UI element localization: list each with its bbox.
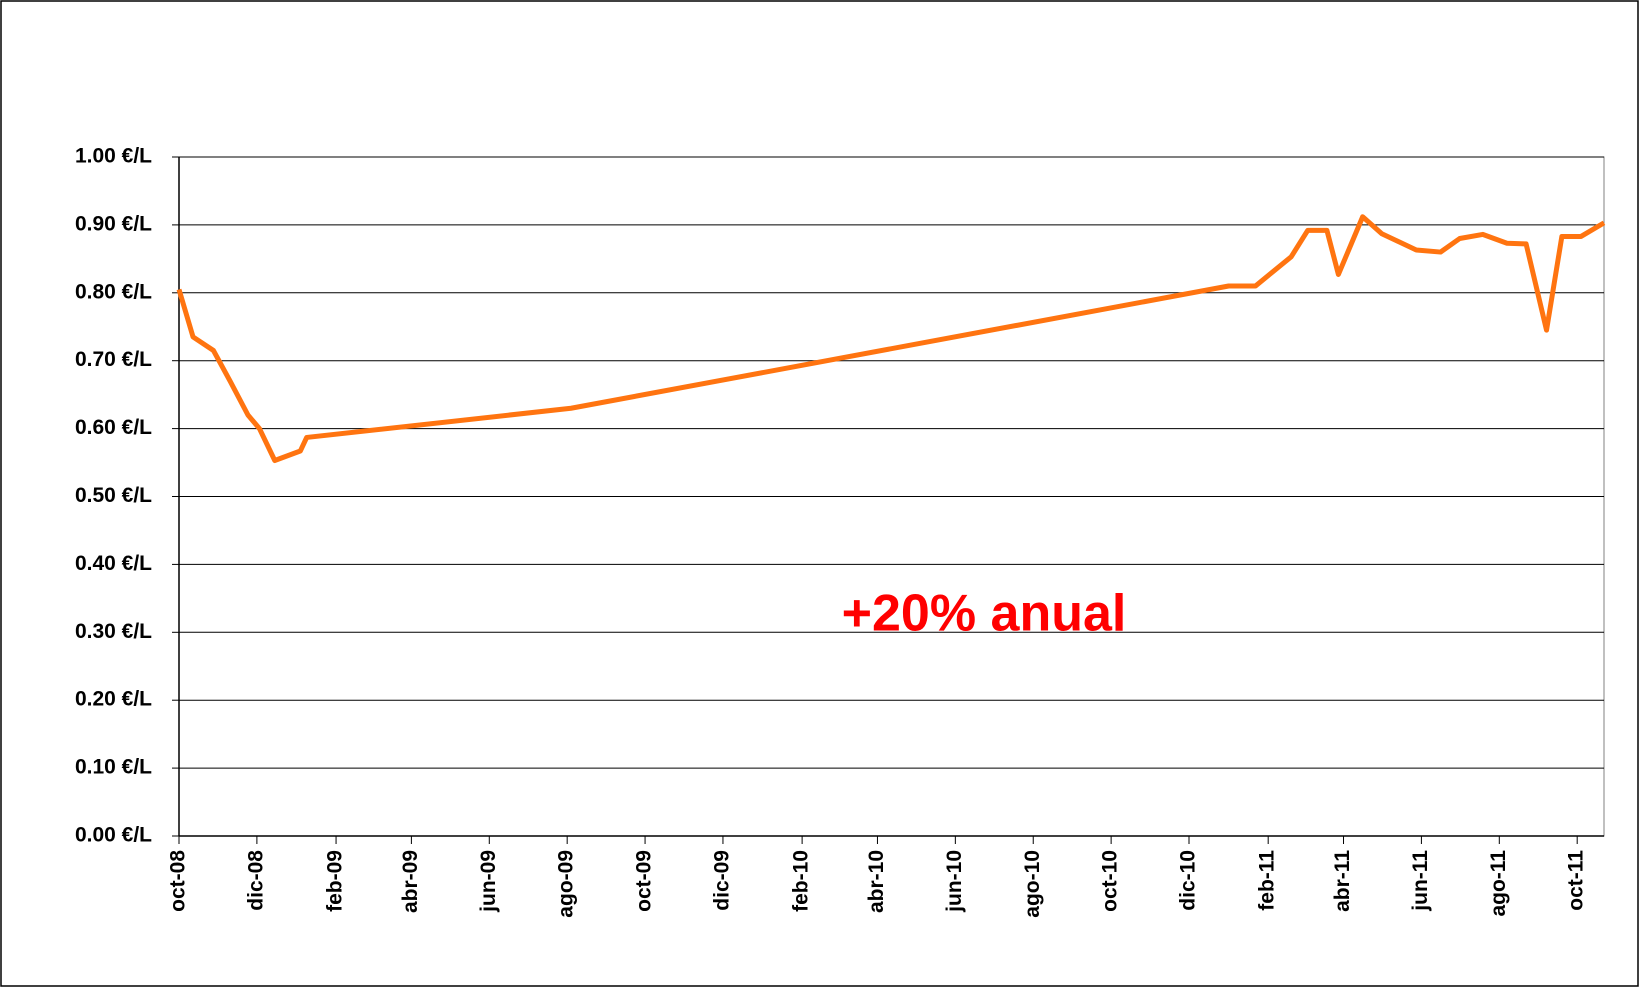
x-tick-label: abr-11 bbox=[1331, 850, 1354, 912]
x-tick-label: dic-09 bbox=[710, 850, 733, 911]
annotation: +20% anual bbox=[842, 585, 1127, 643]
y-tick-label: 0.30 €/L bbox=[75, 620, 152, 643]
y-tick-label: 0.80 €/L bbox=[75, 280, 152, 303]
y-tick-label: 0.70 €/L bbox=[75, 348, 152, 371]
y-tick-label: 0.90 €/L bbox=[75, 212, 152, 235]
x-tick-label: abr-09 bbox=[399, 850, 422, 913]
x-tick-label: dic-10 bbox=[1177, 850, 1200, 911]
x-tick-label: ago-09 bbox=[555, 850, 578, 918]
x-tick-label: oct-10 bbox=[1099, 850, 1122, 912]
x-tick-label: jun-09 bbox=[477, 850, 500, 913]
data-line bbox=[176, 214, 1606, 464]
x-tick-label: feb-10 bbox=[790, 850, 813, 912]
y-tick-label: 0.50 €/L bbox=[75, 484, 152, 507]
x-tick-label: jun-11 bbox=[1409, 850, 1432, 912]
x-tick-label: feb-09 bbox=[324, 850, 347, 912]
x-tick-label: dic-08 bbox=[244, 850, 267, 911]
x-tick-label: jun-10 bbox=[943, 850, 966, 913]
y-tick-label: 0.00 €/L bbox=[75, 824, 152, 847]
x-tick-label: oct-11 bbox=[1565, 850, 1588, 911]
x-tick-label: ago-11 bbox=[1487, 850, 1510, 917]
y-tick-label: 0.20 €/L bbox=[75, 688, 152, 711]
x-tick-label: oct-08 bbox=[167, 850, 190, 912]
x-tick-label: feb-11 bbox=[1256, 850, 1279, 911]
y-tick-label: 0.40 €/L bbox=[75, 552, 152, 575]
x-tick-label: oct-09 bbox=[633, 850, 656, 912]
y-tick-label: 0.10 €/L bbox=[75, 756, 152, 779]
y-tick-label: 1.00 €/L bbox=[75, 145, 152, 168]
x-tick-label: abr-10 bbox=[865, 850, 888, 913]
y-tick-label: 0.60 €/L bbox=[75, 416, 152, 439]
x-tick-label: ago-10 bbox=[1021, 850, 1044, 918]
